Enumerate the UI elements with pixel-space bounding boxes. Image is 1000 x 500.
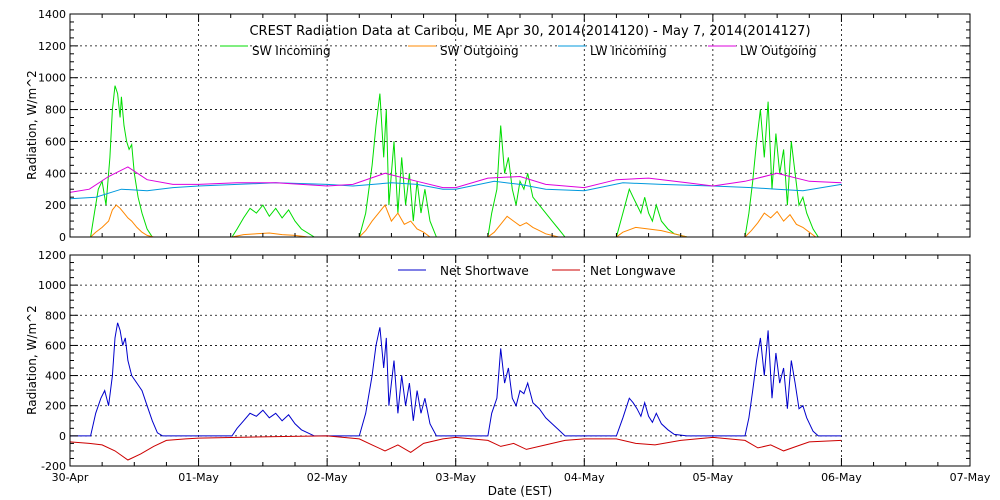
top-ytick-label-6: 1200 — [38, 40, 66, 53]
bottom-panel-series — [69, 322, 842, 461]
bottom-ytick-label-3: 400 — [45, 370, 66, 383]
bottom-ytick-label-6: 1000 — [38, 279, 66, 292]
top-panel-ylabel: Radiation, W/m^2 — [25, 70, 39, 180]
top-panel: 0 200 400 600 800 1000 1200 1400 CREST Radiatio… — [25, 8, 971, 244]
bottom-panel-grid — [70, 255, 970, 466]
legend-label-net-longwave: Net Longwave — [590, 264, 676, 278]
bottom-ytick-label-7: 1200 — [38, 249, 66, 262]
x-axis-label: Date (EST) — [488, 484, 552, 498]
bottom-panel-x-axis: 30-Apr 01-May 02-May 03-May 04-May 05-May 06-M… — [52, 471, 991, 484]
bottom-ytick-label-0: -200 — [41, 460, 66, 473]
xtick-label-07-may: 07-May — [950, 471, 991, 484]
top-panel-series — [69, 85, 842, 238]
bottom-legend: Net Shortwave Net Longwave — [398, 264, 676, 278]
xtick-label-04-may: 04-May — [564, 471, 605, 484]
xtick-label-01-may: 01-May — [178, 471, 219, 484]
bottom-ytick-label-5: 800 — [45, 309, 66, 322]
legend-label-lw-incoming: LW Incoming — [590, 44, 667, 58]
top-ytick-label-3: 600 — [45, 135, 66, 148]
series-line-lw-outgoing — [69, 166, 842, 193]
xtick-label-30-apr: 30-Apr — [52, 471, 89, 484]
series-line-net-longwave — [69, 435, 842, 461]
legend-label-lw-outgoing: LW Outgoing — [740, 44, 817, 58]
legend-label-sw-incoming: SW Incoming — [252, 44, 331, 58]
series-line-net-shortwave — [70, 322, 842, 437]
legend-label-net-shortwave: Net Shortwave — [440, 264, 529, 278]
top-ytick-label-2: 400 — [45, 167, 66, 180]
xtick-label-03-may: 03-May — [435, 471, 476, 484]
top-panel-grid — [70, 14, 970, 237]
bottom-panel: -200 0 200 400 600 800 1000 1200 30-Apr 01-May 02… — [25, 249, 991, 498]
top-ytick-label-1: 200 — [45, 199, 66, 212]
legend-label-sw-outgoing: SW Outgoing — [440, 44, 519, 58]
series-line-sw-outgoing — [70, 204, 842, 238]
bottom-panel-ylabel: Radiation, W/m^2 — [25, 305, 39, 415]
bottom-ytick-label-2: 200 — [45, 400, 66, 413]
top-ytick-label-7: 1400 — [38, 8, 66, 21]
top-legend: SW Incoming SW Outgoing LW Incoming LW O… — [220, 44, 817, 58]
chart-title: CREST Radiation Data at Caribou, ME Apr … — [249, 24, 810, 39]
top-ytick-label-5: 1000 — [38, 72, 66, 85]
top-panel-y-axis: 0 200 400 600 800 1000 1200 1400 — [38, 8, 971, 244]
xtick-label-06-may: 06-May — [821, 471, 862, 484]
bottom-ytick-label-4: 600 — [45, 339, 66, 352]
xtick-label-02-may: 02-May — [307, 471, 348, 484]
bottom-ytick-label-1: 0 — [59, 430, 66, 443]
top-ytick-label-0: 0 — [59, 231, 66, 244]
top-ytick-label-4: 800 — [45, 104, 66, 117]
series-line-sw-incoming — [70, 85, 842, 238]
bottom-panel-y-axis: -200 0 200 400 600 800 1000 1200 — [38, 249, 971, 473]
xtick-label-05-may: 05-May — [692, 471, 733, 484]
